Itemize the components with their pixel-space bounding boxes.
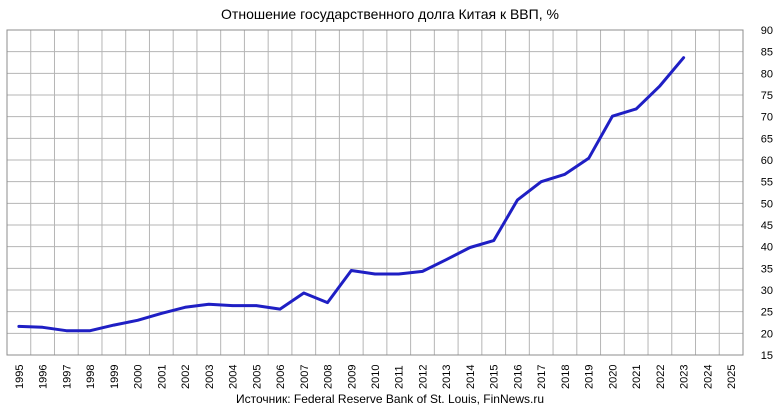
chart-title: Отношение государственного долга Китая к… (221, 6, 559, 22)
plot-border (6, 29, 744, 356)
data-point (421, 270, 424, 273)
data-point (540, 180, 543, 183)
y-axis: 15 20 25 30 35 40 45 50 55 60 65 70 75 80 85 90 (761, 25, 773, 362)
x-tick-label: 2019 (584, 365, 596, 389)
y-tick-label: 70 (761, 112, 773, 124)
y-tick-label: 65 (761, 133, 773, 145)
y-tick-label: 75 (761, 90, 773, 102)
x-tick-label: 2022 (655, 365, 667, 389)
x-tick-label: 2008 (323, 365, 335, 389)
data-point (112, 323, 116, 327)
data-point (207, 303, 210, 306)
series (17, 56, 686, 333)
x-tick-label: 2014 (465, 365, 477, 389)
data-point (397, 272, 400, 276)
data-point (587, 157, 590, 160)
x-tick-label: 2001 (156, 365, 168, 389)
data-point (611, 115, 614, 118)
x-tick-label: 2000 (133, 365, 145, 389)
y-tick-label: 85 (761, 47, 773, 59)
data-point (373, 272, 377, 276)
x-tick-label: 2003 (204, 365, 216, 389)
data-point (635, 107, 638, 111)
y-tick-label: 60 (761, 155, 773, 167)
y-tick-label: 50 (761, 198, 773, 210)
data-point (41, 326, 44, 329)
data-point (682, 56, 685, 59)
x-tick-label: 2017 (536, 365, 548, 389)
y-tick-label: 25 (761, 307, 773, 319)
data-point (255, 304, 258, 307)
x-tick-label: 2020 (607, 365, 619, 389)
x-tick-label: 2025 (726, 365, 738, 389)
x-tick-label: 2010 (370, 365, 382, 389)
data-point (17, 325, 21, 328)
y-tick-label: 55 (761, 177, 773, 189)
x-tick-label: 2013 (441, 365, 453, 389)
x-tick-label: 1996 (38, 365, 50, 389)
y-tick-label: 15 (761, 350, 773, 362)
data-point (88, 329, 92, 332)
data-point (231, 304, 234, 307)
data-point (65, 329, 68, 332)
source-note: Источник: Federal Reserve Bank of St. Lo… (236, 392, 544, 406)
data-point (563, 173, 567, 176)
data-point (326, 301, 329, 304)
x-axis: 1995 1996 1997 1998 1999 2000 2001 2002 2003 2004… (14, 365, 738, 389)
x-tick-label: 1998 (85, 365, 97, 389)
x-tick-label: 2009 (346, 365, 358, 389)
x-tick-label: 2023 (679, 365, 691, 389)
y-tick-label: 30 (761, 285, 773, 297)
data-point (160, 312, 163, 315)
data-point (350, 269, 353, 272)
y-tick-label: 80 (761, 68, 773, 80)
data-point (183, 306, 187, 309)
data-point (658, 84, 662, 88)
x-tick-label: 2024 (702, 365, 714, 389)
x-tick-label: 2011 (394, 365, 406, 389)
x-tick-label: 2007 (299, 365, 311, 389)
data-point (278, 307, 282, 311)
y-tick-label: 35 (761, 263, 773, 275)
x-tick-label: 2018 (560, 365, 572, 389)
y-tick-label: 90 (761, 25, 773, 37)
x-tick-label: 2012 (417, 365, 429, 389)
x-tick-label: 2005 (251, 365, 263, 389)
data-point (136, 319, 139, 322)
data-point (445, 258, 448, 261)
x-tick-label: 2015 (489, 365, 501, 389)
x-tick-label: 2006 (275, 365, 287, 389)
data-point (302, 291, 305, 295)
x-tick-label: 2002 (180, 365, 192, 389)
y-tick-label: 20 (761, 328, 773, 340)
x-tick-label: 2021 (631, 365, 643, 389)
x-tick-label: 2016 (512, 365, 524, 389)
x-tick-label: 2004 (228, 365, 240, 389)
x-tick-label: 1995 (14, 365, 26, 389)
y-tick-label: 40 (761, 242, 773, 254)
y-tick-label: 45 (761, 220, 773, 232)
x-tick-label: 1997 (61, 365, 73, 389)
x-tick-label: 1999 (109, 365, 121, 389)
data-point (468, 246, 472, 249)
data-point (492, 239, 495, 242)
data-point (516, 198, 519, 202)
